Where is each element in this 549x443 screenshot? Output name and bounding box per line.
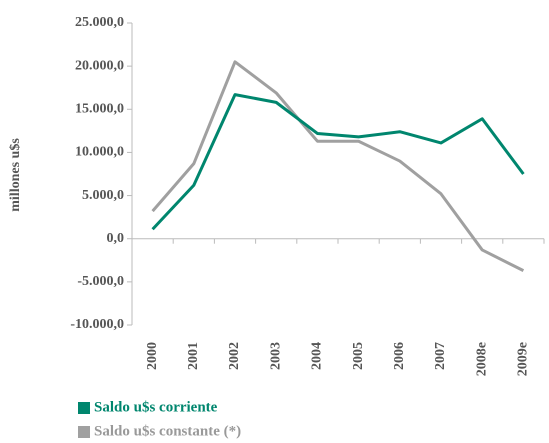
x-tick-label: 2008e xyxy=(474,342,489,376)
legend-swatch xyxy=(78,402,90,414)
series-line xyxy=(151,93,525,231)
x-tick-label: 2007 xyxy=(433,342,448,370)
x-tick-label: 2001 xyxy=(186,342,201,370)
x-tick-label: 2006 xyxy=(392,342,407,370)
y-tick-label: 15.000,0 xyxy=(75,102,124,117)
x-tick-label: 2009e xyxy=(516,342,531,376)
legend-label: Saldo u$s constante (*) xyxy=(94,423,241,439)
y-tick-label: 5.000,0 xyxy=(82,188,124,203)
y-tick-label: 20.000,0 xyxy=(75,58,124,73)
y-tick-label: 0,0 xyxy=(107,231,125,246)
x-tick-label: 2003 xyxy=(268,342,283,370)
x-tick-label: 2005 xyxy=(351,342,366,370)
y-tick-label: 10.000,0 xyxy=(75,145,124,160)
x-tick-label: 2004 xyxy=(310,342,325,370)
y-tick-label: -5.000,0 xyxy=(77,274,124,289)
x-tick-label: 2000 xyxy=(145,342,160,370)
y-tick-label: -10.000,0 xyxy=(70,317,124,332)
y-tick-label: 25.000,0 xyxy=(75,15,124,30)
y-axis-label: millones u$s xyxy=(8,138,23,212)
legend-swatch xyxy=(78,426,90,438)
legend-label: Saldo u$s corriente xyxy=(94,399,218,415)
x-tick-label: 2002 xyxy=(227,342,242,370)
series-line xyxy=(151,60,525,272)
